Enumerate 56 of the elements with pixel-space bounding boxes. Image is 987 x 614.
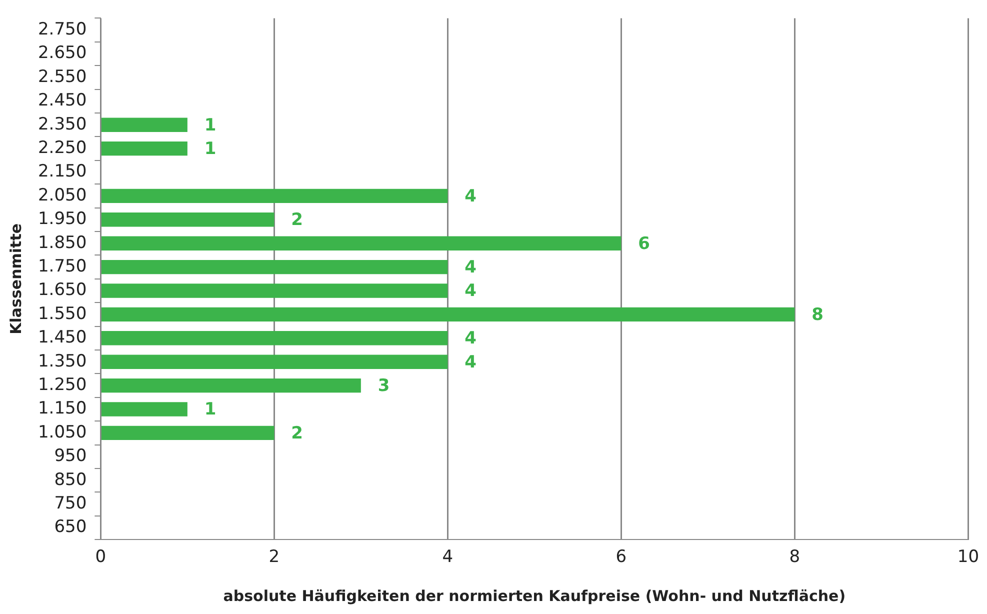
- bar: [101, 307, 795, 322]
- x-tick-label: 8: [789, 547, 800, 568]
- y-tick-label: 1.250: [38, 374, 87, 395]
- y-axis-title: Klassenmitte: [6, 223, 25, 334]
- x-tick-label: 0: [95, 547, 106, 568]
- y-tick-label: 2.450: [38, 90, 87, 111]
- bar: [101, 118, 188, 132]
- data-label: 4: [464, 352, 477, 372]
- y-tick-label: 850: [54, 470, 87, 490]
- data-label: 4: [464, 328, 477, 349]
- x-tick-label: 6: [616, 547, 627, 568]
- data-label: 2: [291, 210, 304, 230]
- y-tick-label: 1.350: [38, 351, 87, 372]
- y-tick-label: 2.250: [38, 138, 87, 158]
- y-tick-label: 1.150: [38, 398, 87, 419]
- x-tick-label: 10: [957, 547, 980, 568]
- bar: [101, 402, 188, 416]
- y-tick-label: 2.150: [38, 162, 87, 182]
- bar: [101, 426, 274, 440]
- y-tick-label: 2.750: [38, 19, 87, 40]
- data-label: 4: [464, 281, 477, 302]
- bar: [101, 260, 448, 274]
- data-label: 1: [204, 115, 216, 136]
- data-label: 4: [464, 186, 477, 206]
- data-label: 3: [378, 376, 390, 396]
- y-tick-label: 2.650: [38, 43, 87, 64]
- y-tick-label: 1.750: [38, 256, 87, 276]
- bar: [101, 378, 361, 393]
- data-label: 4: [464, 257, 477, 278]
- bar: [101, 141, 188, 156]
- y-tick-label: 1.950: [38, 209, 87, 230]
- bar: [101, 236, 622, 250]
- x-axis-title: absolute Häufigkeiten der normierten Kaufpreise (Wohn- und Nutzfläche): [223, 586, 846, 605]
- x-tick-label: 2: [268, 547, 280, 568]
- y-tick-label: 1.850: [38, 232, 87, 253]
- y-tick-label: 950: [54, 446, 87, 466]
- bar: [101, 212, 274, 227]
- y-tick-label: 1.050: [38, 422, 87, 442]
- y-tick-label: 650: [54, 517, 87, 538]
- data-label: 6: [638, 234, 650, 254]
- data-label: 1: [204, 138, 216, 159]
- bar: [101, 188, 448, 204]
- data-label: 1: [204, 400, 216, 420]
- y-tick-label: 1.450: [38, 328, 87, 348]
- data-label: 2: [291, 423, 304, 444]
- y-tick-label: 750: [54, 493, 87, 514]
- bar: [101, 284, 448, 298]
- bar: [101, 331, 448, 346]
- y-tick-label: 1.650: [38, 280, 87, 300]
- data-label: 8: [812, 304, 824, 325]
- y-tick-label: 1.550: [38, 304, 87, 324]
- y-tick-label: 2.550: [38, 66, 87, 87]
- y-tick-label: 2.050: [38, 185, 87, 206]
- y-tick-label: 2.350: [38, 114, 87, 134]
- bar: [101, 354, 448, 369]
- x-tick-label: 4: [442, 547, 454, 568]
